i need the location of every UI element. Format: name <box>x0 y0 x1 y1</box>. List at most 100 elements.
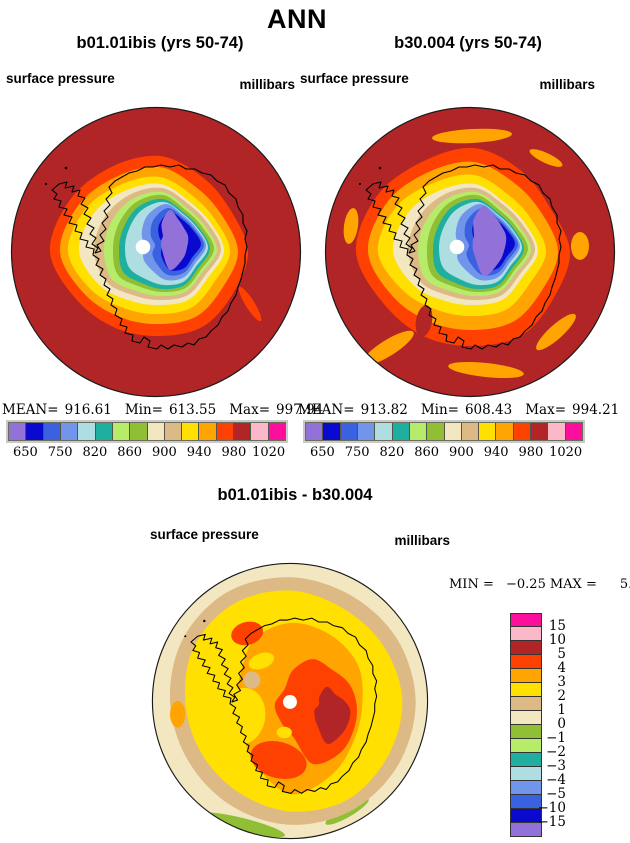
map-boundary <box>324 106 616 398</box>
colorbar-tick-label: 750 <box>344 445 370 460</box>
contour-patch <box>415 305 433 337</box>
colorbar-cell <box>9 423 26 440</box>
colorbar-cell <box>250 423 268 440</box>
colorbar-cell <box>510 655 542 669</box>
contour-patch <box>231 621 264 646</box>
contour-patch <box>238 286 262 322</box>
contour-patch <box>243 671 261 689</box>
contour-patch <box>536 313 576 351</box>
colorbar-cell <box>510 613 542 627</box>
colorbar-cell <box>163 423 182 440</box>
colorbar-tick-label: 860 <box>414 445 440 460</box>
colorbar-cell <box>512 423 531 440</box>
colorbar-cell <box>510 725 542 739</box>
panel-diff-units-label: millibars <box>394 533 450 548</box>
colorbar-tick-label: 650 <box>12 445 38 460</box>
colorbar-tick-label: 1 <box>557 702 566 718</box>
map-boundary <box>151 562 429 840</box>
contour-patch <box>432 128 512 144</box>
contour-patch <box>276 726 292 739</box>
contour-band <box>161 209 189 271</box>
colorbar-cell <box>59 423 78 440</box>
island-speck <box>358 182 362 186</box>
colorbar-cell <box>111 423 130 440</box>
colorbar-tick-label: 15 <box>548 618 566 634</box>
contour-patch <box>362 330 414 366</box>
colorbar-tick-label: 860 <box>117 445 143 460</box>
colorbar-cell <box>233 423 251 440</box>
colorbar-cell <box>510 641 542 655</box>
map-layers <box>11 107 301 397</box>
map-b30-004 <box>324 106 616 398</box>
contour-patch <box>250 741 307 779</box>
antarctica-coastline <box>51 164 248 350</box>
colorbar-right <box>305 422 583 441</box>
colorbar-tick-label: 3 <box>557 674 566 690</box>
contour-band <box>314 686 351 745</box>
contour-patch <box>571 232 589 260</box>
stats-right: MEAN= 913.82 Min= 608.43 Max= 994.21 <box>298 402 620 418</box>
colorbar-cell <box>356 423 375 440</box>
colorbar-cell <box>510 767 542 781</box>
colorbar-diff-ticks: 15 10 5 4 3 2 1 0 −1 −2 −3 −4 −5 −10 −15 <box>530 613 567 837</box>
colorbar-tick-label: 900 <box>151 445 177 460</box>
map-boundary <box>10 106 302 398</box>
pole-dot <box>135 239 151 255</box>
contour-patch <box>219 687 266 745</box>
colorbar-cell <box>478 423 496 440</box>
colorbar-cell <box>181 423 199 440</box>
contour-patch <box>199 812 285 838</box>
contour-patch <box>170 701 186 728</box>
colorbar-tick-label: 750 <box>47 445 73 460</box>
colorbar-cell <box>339 423 357 440</box>
colorbar-tick-label: 0 <box>557 716 566 732</box>
map-difference <box>151 562 429 840</box>
island-speck <box>203 619 206 623</box>
colorbar-tick-label: 820 <box>379 445 405 460</box>
island-speck <box>44 182 48 186</box>
colorbar-tick-label: 1020 <box>252 445 286 460</box>
colorbar-tick-label: −5 <box>546 786 566 802</box>
colorbar-tick-label: 900 <box>448 445 474 460</box>
contour-patch <box>529 149 563 167</box>
colorbar-tick-label: −3 <box>546 758 566 774</box>
colorbar-tick-label: 4 <box>557 660 566 676</box>
colorbar-cell <box>510 739 542 753</box>
colorbar-cell <box>495 423 513 440</box>
colorbar-tick-label: 940 <box>483 445 509 460</box>
colorbar-cell <box>215 423 234 440</box>
colorbar-tick-label: 2 <box>557 688 566 704</box>
colorbar-tick-label: −1 <box>546 730 566 746</box>
colorbar-tick-label: 650 <box>309 445 335 460</box>
panel-right-title: b30.004 (yrs 50-74) <box>394 34 542 52</box>
colorbar-cell <box>510 781 542 795</box>
colorbar-diff <box>510 613 542 837</box>
stats-left: MEAN= 916.61 Min= 613.55 Max= 997.94 <box>2 402 324 418</box>
contour-patch <box>343 208 359 244</box>
colorbar-cell <box>146 423 164 440</box>
colorbar-cell <box>42 423 60 440</box>
panel-diff-field-label: surface pressure <box>150 527 259 542</box>
panel-right-field-label: surface pressure <box>300 71 409 86</box>
panel-diff-title: b01.01ibis - b30.004 <box>217 486 373 504</box>
colorbar-tick-label: 980 <box>221 445 247 460</box>
colorbar-cell <box>129 423 147 440</box>
colorbar-cell <box>564 423 582 440</box>
panel-left-units-label: millibars <box>239 77 295 92</box>
colorbar-cell <box>460 423 479 440</box>
diff-minmax: MIN =−0.25 MAX =5.17 <box>449 577 630 592</box>
colorbar-cell <box>408 423 427 440</box>
colorbar-cell <box>306 423 323 440</box>
colorbar-tick-label: −4 <box>546 772 566 788</box>
colorbar-cell <box>510 627 542 641</box>
colorbar-cell <box>267 423 285 440</box>
colorbar-tick-label: 10 <box>548 632 566 648</box>
colorbar-cell <box>510 823 542 837</box>
pole-dot <box>449 239 465 255</box>
colorbar-left-ticks: 650 750 820 860 900 940 980 1020 <box>8 445 286 461</box>
panel-left-title: b01.01ibis (yrs 50-74) <box>76 34 244 52</box>
map-b01-01ibis <box>10 106 302 398</box>
panel-left-field-label: surface pressure <box>6 71 115 86</box>
colorbar-tick-label: 820 <box>82 445 108 460</box>
colorbar-cell <box>510 697 542 711</box>
